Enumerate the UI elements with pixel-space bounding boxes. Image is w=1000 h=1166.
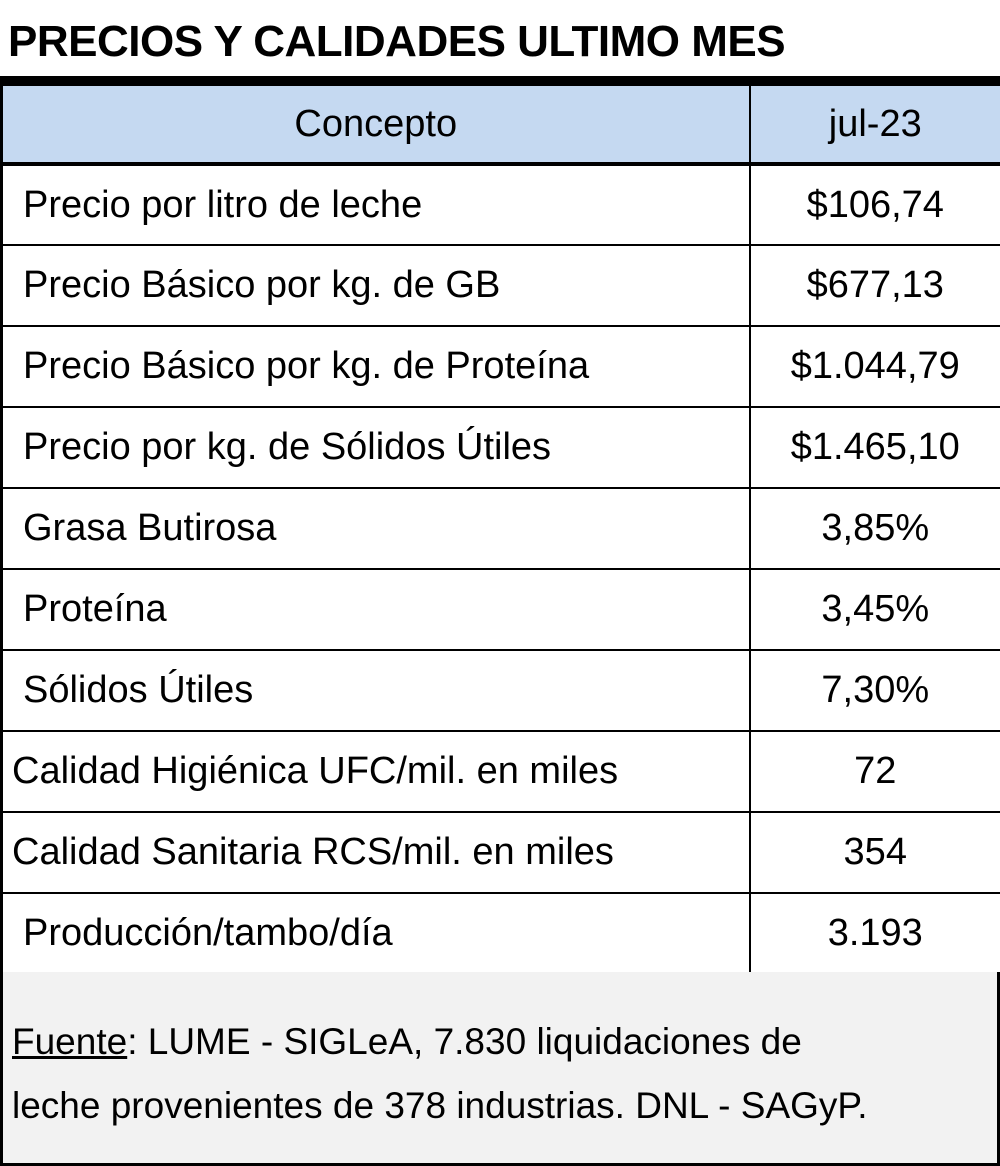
- row-label: Calidad Higiénica UFC/mil. en miles: [0, 730, 751, 813]
- table-row: Producción/tambo/día 3.193: [0, 892, 1000, 975]
- table-row: Grasa Butirosa 3,85%: [0, 487, 1000, 570]
- prices-table: Concepto jul-23 Precio por litro de lech…: [0, 82, 1000, 975]
- row-value: 7,30%: [748, 649, 1000, 732]
- column-header-concept: Concepto: [0, 82, 751, 166]
- row-value: $106,74: [748, 163, 1000, 246]
- row-label: Producción/tambo/día: [0, 892, 751, 975]
- page-title: PRECIOS Y CALIDADES ULTIMO MES: [0, 0, 1000, 82]
- table-row: Proteína 3,45%: [0, 568, 1000, 651]
- row-label: Calidad Sanitaria RCS/mil. en miles: [0, 811, 751, 894]
- table-row: Calidad Sanitaria RCS/mil. en miles 354: [0, 811, 1000, 894]
- table-row: Precio Básico por kg. de GB $677,13: [0, 244, 1000, 327]
- source-note: Fuente: LUME - SIGLeA, 7.830 liquidacion…: [0, 972, 1000, 1166]
- row-value: $1.044,79: [748, 325, 1000, 408]
- table-row: Sólidos Útiles 7,30%: [0, 649, 1000, 732]
- source-label: Fuente: [12, 1021, 128, 1062]
- table-row: Calidad Higiénica UFC/mil. en miles 72: [0, 730, 1000, 813]
- row-label: Proteína: [0, 568, 751, 651]
- source-line-2: leche provenientes de 378 industrias. DN…: [12, 1085, 868, 1126]
- table-header-row: Concepto jul-23: [0, 82, 1000, 166]
- row-label: Precio Básico por kg. de Proteína: [0, 325, 751, 408]
- row-value: 354: [748, 811, 1000, 894]
- row-label: Sólidos Útiles: [0, 649, 751, 732]
- row-label: Precio por litro de leche: [0, 163, 751, 246]
- row-label: Precio Básico por kg. de GB: [0, 244, 751, 327]
- row-value: $677,13: [748, 244, 1000, 327]
- row-value: $1.465,10: [748, 406, 1000, 489]
- table-row: Precio por kg. de Sólidos Útiles $1.465,…: [0, 406, 1000, 489]
- row-value: 3.193: [748, 892, 1000, 975]
- source-line-1: Fuente: LUME - SIGLeA, 7.830 liquidacion…: [12, 1010, 989, 1074]
- row-value: 3,45%: [748, 568, 1000, 651]
- row-value: 3,85%: [748, 487, 1000, 570]
- row-label: Precio por kg. de Sólidos Útiles: [0, 406, 751, 489]
- row-value: 72: [748, 730, 1000, 813]
- table-row: Precio Básico por kg. de Proteína $1.044…: [0, 325, 1000, 408]
- source-text: : LUME - SIGLeA, 7.830 liquidaciones de: [127, 1021, 802, 1062]
- column-header-period: jul-23: [748, 82, 1000, 166]
- row-label: Grasa Butirosa: [0, 487, 751, 570]
- table-row: Precio por litro de leche $106,74: [0, 163, 1000, 246]
